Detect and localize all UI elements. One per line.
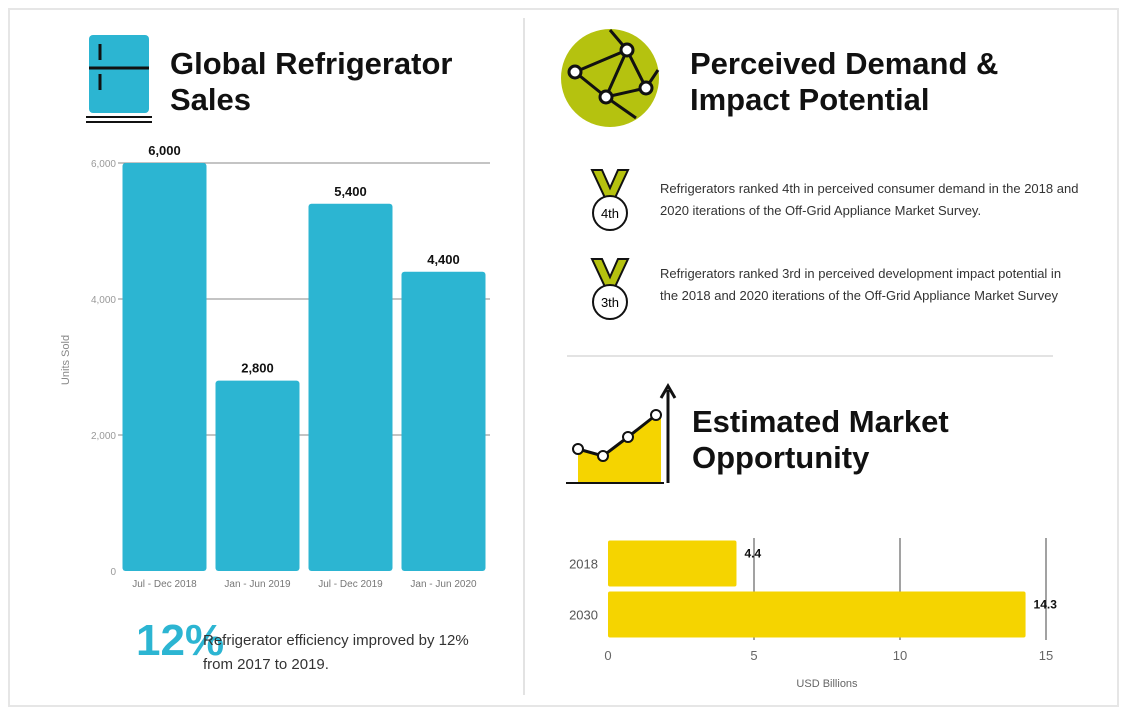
- impact-text: Refrigerators ranked 3rd in perceived de…: [660, 266, 1062, 303]
- x-tick-label: Jan - Jun 2019: [224, 579, 291, 590]
- y-tick-label: 2030: [569, 608, 598, 623]
- network-icon: [561, 29, 660, 127]
- x-tick-label: 0: [604, 648, 611, 663]
- bar: [308, 203, 393, 572]
- x-tick-label: Jul - Dec 2019: [318, 579, 383, 590]
- x-tick-label: 5: [750, 648, 757, 663]
- value-label: 4,400: [427, 252, 460, 267]
- fridge-icon: [86, 35, 152, 123]
- bar: [401, 271, 486, 571]
- value-label: 4.4: [744, 547, 761, 561]
- x-tick-label: Jul - Dec 2018: [132, 579, 197, 590]
- stat-text: Refrigerator efficiency improved by 12% …: [203, 632, 469, 673]
- stat-figure: 12%: [136, 616, 224, 665]
- y-tick-label: 4,000: [91, 295, 116, 306]
- y-axis-label: Units Sold: [60, 335, 72, 385]
- chart-title: Estimated Market Opportunity: [692, 404, 949, 475]
- section-title: Perceived Demand & Impact Potential: [690, 46, 999, 117]
- bar: [608, 591, 1026, 638]
- x-tick-label: Jan - Jun 2020: [410, 579, 477, 590]
- y-tick-label: 0: [110, 567, 116, 578]
- value-label: 14.3: [1034, 598, 1058, 612]
- badge: 4th: [601, 206, 619, 221]
- bar: [215, 380, 300, 571]
- x-tick-label: 15: [1039, 648, 1053, 663]
- x-tick-label: 10: [893, 648, 907, 663]
- bar: [122, 163, 207, 571]
- y-tick-label: 2,000: [91, 431, 116, 442]
- frame: [8, 8, 1119, 707]
- y-tick-label: 2018: [569, 557, 598, 572]
- growth-icon: [566, 383, 677, 484]
- x-axis-label: USD Billions: [796, 678, 858, 690]
- badge: 3th: [601, 295, 619, 310]
- y-tick-label: 6,000: [91, 159, 116, 170]
- chart-title: Global Refrigerator Sales: [170, 46, 453, 117]
- demand-text: Refrigerators ranked 4th in perceived co…: [660, 181, 1079, 218]
- bar: [608, 540, 737, 587]
- value-label: 5,400: [334, 184, 367, 199]
- value-label: 6,000: [148, 143, 181, 158]
- medal-icon: [590, 169, 630, 320]
- value-label: 2,800: [241, 361, 274, 376]
